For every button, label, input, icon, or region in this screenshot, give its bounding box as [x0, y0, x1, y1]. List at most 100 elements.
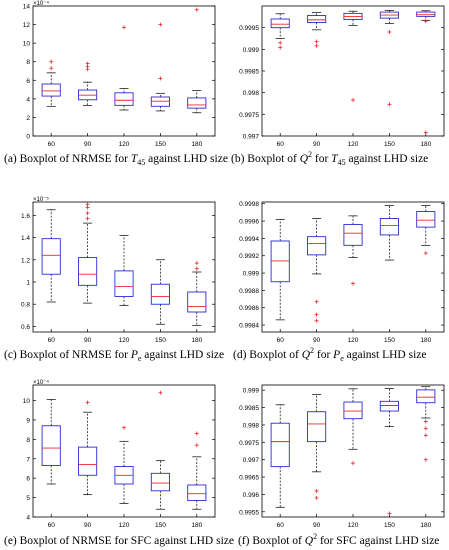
outlier-marker	[423, 457, 428, 462]
x-tick-label: 180	[191, 522, 202, 529]
x-tick-label: 150	[384, 141, 395, 148]
caption-c: (c) Boxplot of NRMSE for Pe against LHD …	[4, 349, 224, 363]
iqr-box	[41, 425, 61, 467]
y-tick-label: 0.9995	[239, 25, 259, 32]
y-tick-label: 0.9955	[239, 509, 259, 516]
box-150	[150, 22, 170, 112]
x-tick-label: 180	[191, 141, 202, 148]
y-tick-label: 0.8	[21, 302, 30, 309]
y-tick-label: 10	[23, 41, 31, 48]
y-exponent-label: ×10⁻⁴	[33, 379, 49, 386]
iqr-box	[41, 83, 61, 97]
x-tick-label: 150	[155, 141, 166, 148]
iqr-box	[187, 291, 207, 313]
outlier-marker	[122, 425, 126, 430]
outlier-marker	[423, 251, 428, 256]
iqr-box	[416, 389, 436, 404]
outlier-marker	[423, 19, 428, 24]
y-tick-label: 0.9992	[239, 253, 259, 260]
iqr-box	[114, 270, 134, 297]
outlier-marker	[387, 102, 392, 107]
box-120	[343, 10, 363, 103]
outlier-marker	[314, 488, 319, 493]
x-tick-label: 150	[155, 337, 166, 344]
x-tick-label: 90	[84, 522, 92, 529]
y-tick-label: 7	[26, 456, 30, 463]
outlier-marker	[314, 318, 319, 323]
box-150	[150, 390, 170, 510]
y-tick-label: 5	[26, 495, 30, 502]
x-tick-label: 180	[420, 522, 431, 529]
iqr-box	[307, 236, 327, 256]
y-tick-label: 0.997	[243, 134, 260, 141]
outlier-marker	[158, 390, 163, 395]
outlier-marker	[423, 426, 428, 431]
y-tick-label: 8	[26, 437, 30, 444]
outlier-marker	[49, 66, 54, 71]
y-tick-label: 4	[26, 515, 30, 522]
y-tick-label: 4	[26, 96, 30, 103]
y-tick-label: 0.9985	[239, 405, 259, 412]
iqr-box	[307, 411, 327, 443]
outlier-marker	[351, 281, 355, 286]
panel-a-nrmse-t45: 0 2 4 6 8 10 12 14 ×10⁻⁴ 60 90 120 150 180	[23, 0, 216, 148]
y-tick-label: 0.9965	[239, 475, 259, 482]
y-tick-label: 1.6	[21, 213, 30, 220]
y-tick-label: 1.2	[21, 257, 30, 264]
y-tick-label: 0.998	[243, 90, 260, 97]
outlier-marker	[423, 419, 428, 424]
outlier-marker	[278, 45, 283, 50]
x-tick-label: 150	[155, 522, 166, 529]
outlier-marker	[423, 433, 428, 438]
outlier-marker	[85, 400, 90, 405]
y-tick-label: 0.9984	[239, 323, 259, 330]
x-tick-label: 120	[119, 141, 130, 148]
outlier-marker	[194, 431, 199, 436]
y-tick-label: 6	[26, 78, 30, 85]
outlier-marker	[122, 25, 126, 30]
box-180	[187, 261, 207, 326]
y-exponent-label: ×10⁻⁵	[33, 196, 49, 203]
panel-c-nrmse-pe: 0.6 0.8 1 1.2 1.4 1.6 ×10⁻⁵ 60 90 120 150 180	[21, 196, 216, 344]
y-tick-label: 0.996	[243, 492, 260, 499]
box-120	[114, 234, 134, 306]
iqr-box	[150, 96, 170, 107]
iqr-box	[150, 472, 170, 492]
y-tick-label: 6	[26, 476, 30, 483]
x-tick-label: 180	[191, 337, 202, 344]
outlier-marker	[387, 511, 392, 516]
y-tick-label: 0.6	[21, 324, 30, 331]
box-150	[150, 259, 170, 325]
y-tick-label: 0.9985	[239, 69, 259, 76]
x-tick-label: 120	[348, 337, 359, 344]
outlier-marker	[194, 7, 199, 12]
box-120	[114, 25, 134, 111]
box-150	[379, 9, 399, 107]
iqr-box	[416, 211, 436, 228]
y-tick-label: 12	[23, 22, 31, 29]
box-120	[343, 215, 363, 286]
y-tick-label: 0.999	[243, 271, 260, 278]
x-tick-label: 60	[277, 141, 285, 148]
x-tick-label: 120	[348, 522, 359, 529]
y-tick-label: 14	[23, 4, 31, 11]
outlier-marker	[314, 39, 319, 44]
iqr-box	[270, 422, 290, 468]
outlier-marker	[85, 211, 90, 216]
y-tick-label: 1	[26, 280, 30, 287]
outlier-marker	[387, 30, 392, 34]
x-tick-label: 90	[313, 337, 321, 344]
box-90	[307, 12, 327, 48]
x-tick-label: 120	[119, 337, 130, 344]
outlier-marker	[351, 461, 355, 466]
x-tick-label: 180	[420, 337, 431, 344]
y-tick-label: 0.9988	[239, 288, 259, 295]
iqr-box	[187, 97, 207, 109]
y-tick-label: 0.9994	[239, 236, 259, 243]
box-60	[270, 13, 290, 50]
box-60	[270, 218, 290, 321]
outlier-marker	[49, 59, 54, 64]
panel-f-q2-sfc: 0.9955 0.996 0.9965 0.997 0.9975 0.998 0.9985 0…	[239, 384, 445, 529]
x-tick-label: 60	[277, 337, 285, 344]
box-60	[41, 399, 61, 485]
